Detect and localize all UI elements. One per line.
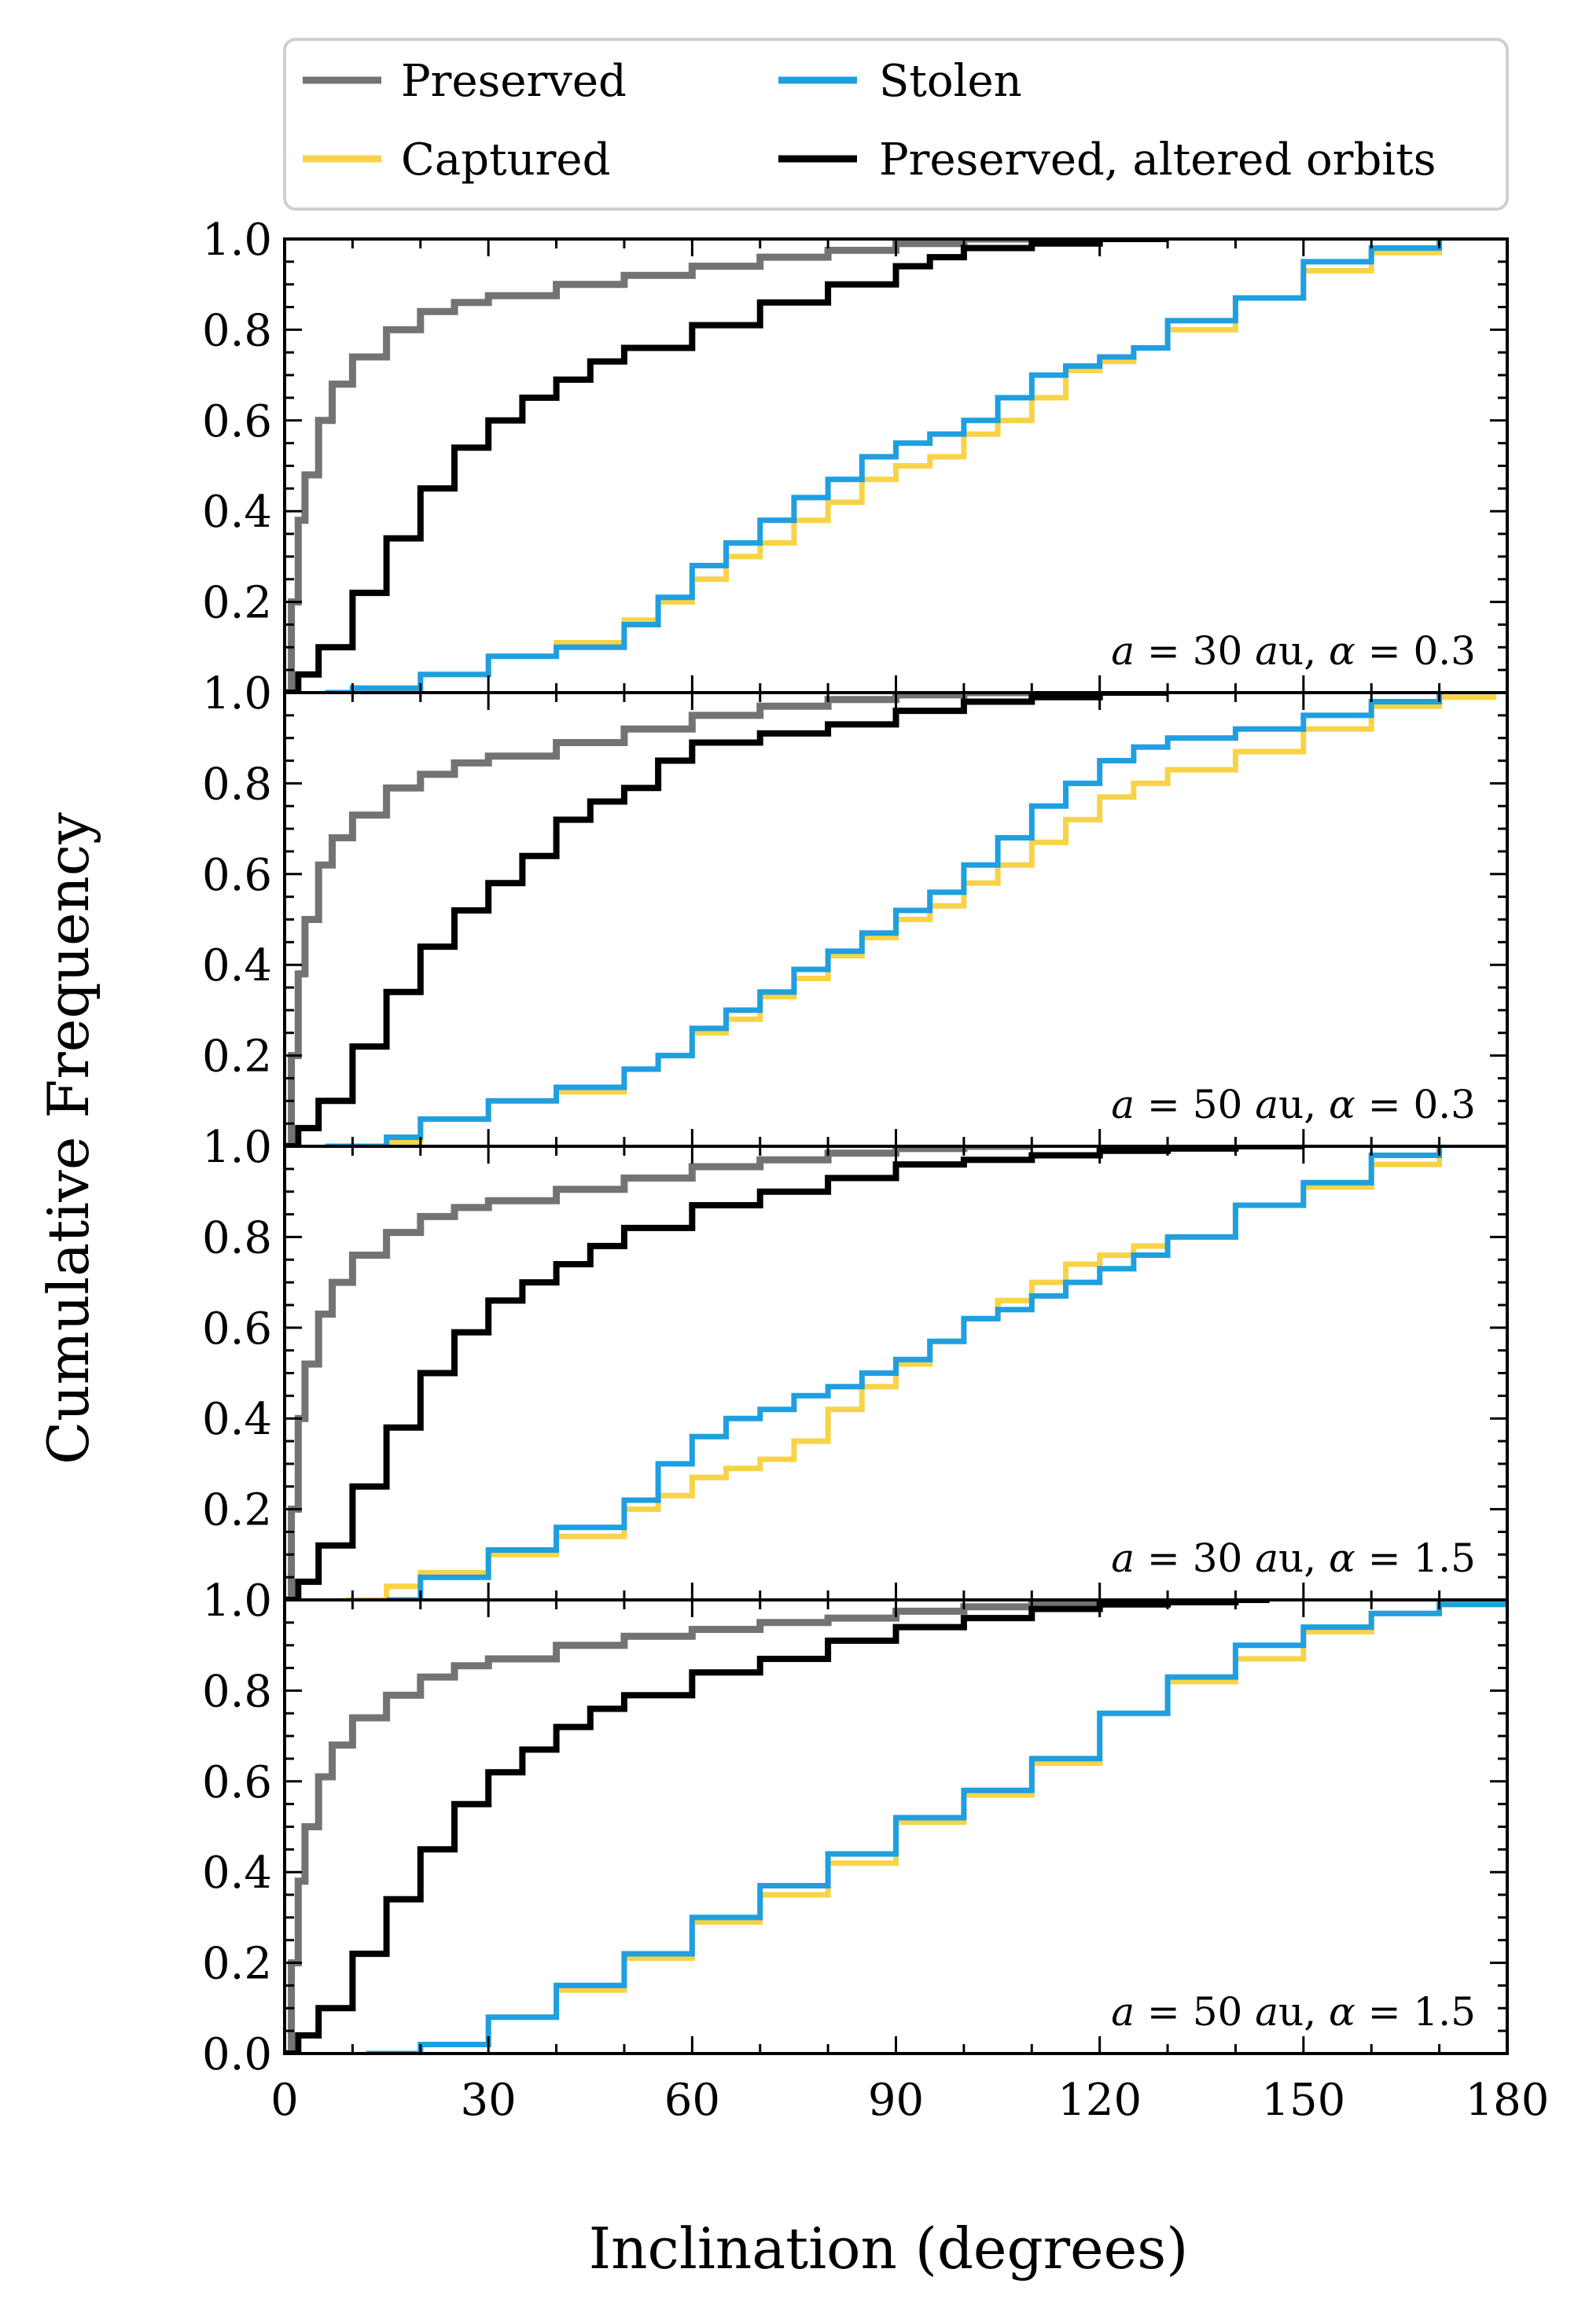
legend-frame bbox=[283, 38, 1509, 211]
legend-label-preserved-altered: Preserved, altered orbits bbox=[879, 134, 1436, 186]
y-tick-label: 1.0 bbox=[202, 1122, 272, 1173]
panel-3-series bbox=[285, 1146, 1443, 1600]
y-tick-label: 0.2 bbox=[202, 578, 272, 629]
x-tick-label: 150 bbox=[1261, 2075, 1345, 2126]
series-stolen-panel-1 bbox=[325, 239, 1443, 693]
y-tick-label: 0.8 bbox=[202, 1212, 272, 1263]
series-preserved-altered-orbits-panel-2 bbox=[285, 693, 1168, 1146]
y-tick-label: 0.8 bbox=[202, 759, 272, 810]
x-tick-label: 90 bbox=[868, 2075, 924, 2126]
series-preserved-panel-2 bbox=[285, 693, 1032, 1146]
panels: 0.20.40.60.81.0a = 30 au, α = 0.30.20.40… bbox=[202, 215, 1550, 2126]
x-tick-label: 60 bbox=[664, 2075, 720, 2126]
y-tick-label: 0.4 bbox=[202, 1848, 272, 1899]
y-tick-label: 0.0 bbox=[202, 2029, 272, 2080]
series-stolen-panel-4 bbox=[366, 1600, 1507, 2054]
legend-label-captured: Captured bbox=[401, 134, 610, 186]
panel-4-annotation: a = 50 au, α = 1.5 bbox=[1111, 1989, 1476, 2035]
panel-1-annotation: a = 30 au, α = 0.3 bbox=[1111, 628, 1476, 674]
series-stolen-panel-3 bbox=[386, 1146, 1443, 1600]
series-captured-panel-4 bbox=[366, 1600, 1507, 2054]
x-tick-label: 0 bbox=[270, 2075, 299, 2126]
panel-4: 0.0 0.2 0.4 0.6 0.8 1.0 a = 50 au, α = 1.5 bbox=[202, 1576, 1509, 2080]
y-tick-label: 0.4 bbox=[202, 940, 272, 991]
series-captured-panel-1 bbox=[325, 239, 1443, 693]
series-preserved-altered-orbits-panel-4 bbox=[285, 1600, 1270, 2054]
y-tick-label: 1.0 bbox=[202, 1576, 272, 1627]
series-preserved-altered-orbits-panel-3 bbox=[285, 1146, 1304, 1600]
series-preserved-panel-4 bbox=[285, 1600, 1104, 2054]
panel-2: 0.2 0.4 0.6 0.8 1.0 a = 50 au, α = 0.3 bbox=[202, 668, 1509, 1148]
y-tick-label: 0.6 bbox=[202, 396, 272, 447]
y-tick-label: 0.2 bbox=[202, 1485, 272, 1536]
y-tick-label: 1.0 bbox=[202, 668, 272, 719]
y-tick-label: 0.2 bbox=[202, 1939, 272, 1990]
y-axis-title: Cumulative Frequency bbox=[35, 812, 101, 1465]
x-tick-label: 30 bbox=[461, 2075, 517, 2126]
x-tick-label: 180 bbox=[1466, 2075, 1550, 2126]
y-tick-label: 0.4 bbox=[202, 1394, 272, 1445]
series-preserved-panel-1 bbox=[285, 239, 1032, 693]
series-captured-panel-2 bbox=[325, 693, 1497, 1146]
legend-label-stolen: Stolen bbox=[879, 56, 1022, 107]
series-stolen-panel-2 bbox=[325, 693, 1443, 1146]
y-tick-label: 0.6 bbox=[202, 850, 272, 901]
legend: Preserved Captured Stolen Preserved, alt… bbox=[283, 38, 1509, 211]
y-tick-label: 0.8 bbox=[202, 305, 272, 356]
legend-label-preserved: Preserved bbox=[401, 56, 627, 107]
y-tick-label: 0.8 bbox=[202, 1666, 272, 1717]
panel-3: 0.2 0.4 0.6 0.8 1.0 a = 30 au, α = 1.5 bbox=[202, 1122, 1509, 1601]
y-tick-label: 0.6 bbox=[202, 1304, 272, 1355]
x-axis-title: Inclination (degrees) bbox=[589, 2216, 1189, 2282]
y-tick-label: 1.0 bbox=[202, 215, 272, 266]
y-tick-label: 0.6 bbox=[202, 1757, 272, 1808]
y-tick-label: 0.4 bbox=[202, 487, 272, 538]
panel-1: 0.2 0.4 0.6 0.8 1.0 a = 30 au, α = 0.3 bbox=[202, 215, 1509, 694]
x-tick-label: 120 bbox=[1057, 2075, 1142, 2126]
series-preserved-panel-3 bbox=[285, 1146, 1032, 1600]
series-preserved-altered-orbits-panel-1 bbox=[285, 239, 1168, 693]
panel-2-series bbox=[285, 693, 1497, 1146]
panel-3-annotation: a = 30 au, α = 1.5 bbox=[1111, 1535, 1476, 1581]
panel-2-annotation: a = 50 au, α = 0.3 bbox=[1111, 1082, 1476, 1127]
y-tick-label: 0.2 bbox=[202, 1031, 272, 1083]
panel-4-series bbox=[285, 1600, 1507, 2054]
panel-1-series bbox=[285, 239, 1443, 693]
